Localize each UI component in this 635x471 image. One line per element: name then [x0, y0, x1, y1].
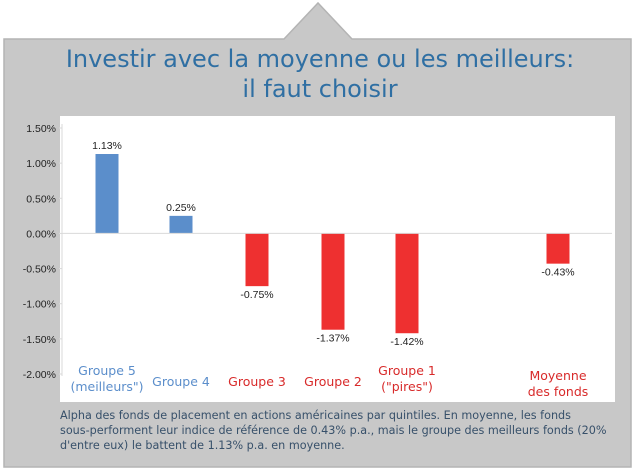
bar: [321, 233, 345, 330]
footnote-line-3: d'entre eux) le battent de 1.13% p.a. en…: [60, 439, 345, 452]
category-label: Moyenne: [529, 368, 586, 383]
y-tick-label: 1.50%: [26, 123, 56, 135]
chart-title: Investir avec la moyenne ou les meilleur…: [20, 44, 620, 104]
data-label: -0.43%: [541, 267, 574, 279]
bar: [245, 233, 269, 287]
category-label: des fonds: [528, 384, 589, 399]
data-label: 0.25%: [166, 202, 196, 214]
y-tick-label: -2.00%: [23, 369, 56, 381]
category-label: Groupe 4: [152, 374, 210, 389]
data-label: -1.37%: [316, 333, 349, 345]
category-label: Groupe 1: [378, 363, 436, 378]
data-label: -1.42%: [390, 336, 423, 348]
chart-title-line-2: il faut choisir: [242, 75, 398, 103]
y-tick-label: -1.00%: [23, 299, 56, 311]
footnote-line-1: Alpha des fonds de placement en actions …: [60, 409, 571, 422]
y-tick-label: 1.00%: [26, 158, 56, 170]
chart-footnote: Alpha des fonds de placement en actions …: [60, 408, 615, 453]
category-label: ("pires"): [381, 379, 433, 394]
category-label: Groupe 3: [228, 374, 286, 389]
category-label: Groupe 2: [304, 374, 362, 389]
data-label: 1.13%: [92, 140, 122, 152]
footnote-line-2: sous-performent leur indice de référence…: [60, 424, 607, 437]
y-tick-label: -1.50%: [23, 334, 56, 346]
category-label: Groupe 5: [78, 363, 136, 378]
bar: [95, 154, 119, 234]
bar: [395, 233, 419, 334]
chart-title-line-1: Investir avec la moyenne ou les meilleur…: [65, 45, 575, 73]
y-tick-label: 0.50%: [26, 193, 56, 205]
category-label: (meilleurs"): [70, 379, 143, 394]
bar: [546, 233, 570, 264]
data-label: -0.75%: [240, 289, 273, 301]
y-tick-label: -0.50%: [23, 264, 56, 276]
bar: [169, 215, 193, 234]
y-tick-label: 0.00%: [26, 228, 56, 240]
